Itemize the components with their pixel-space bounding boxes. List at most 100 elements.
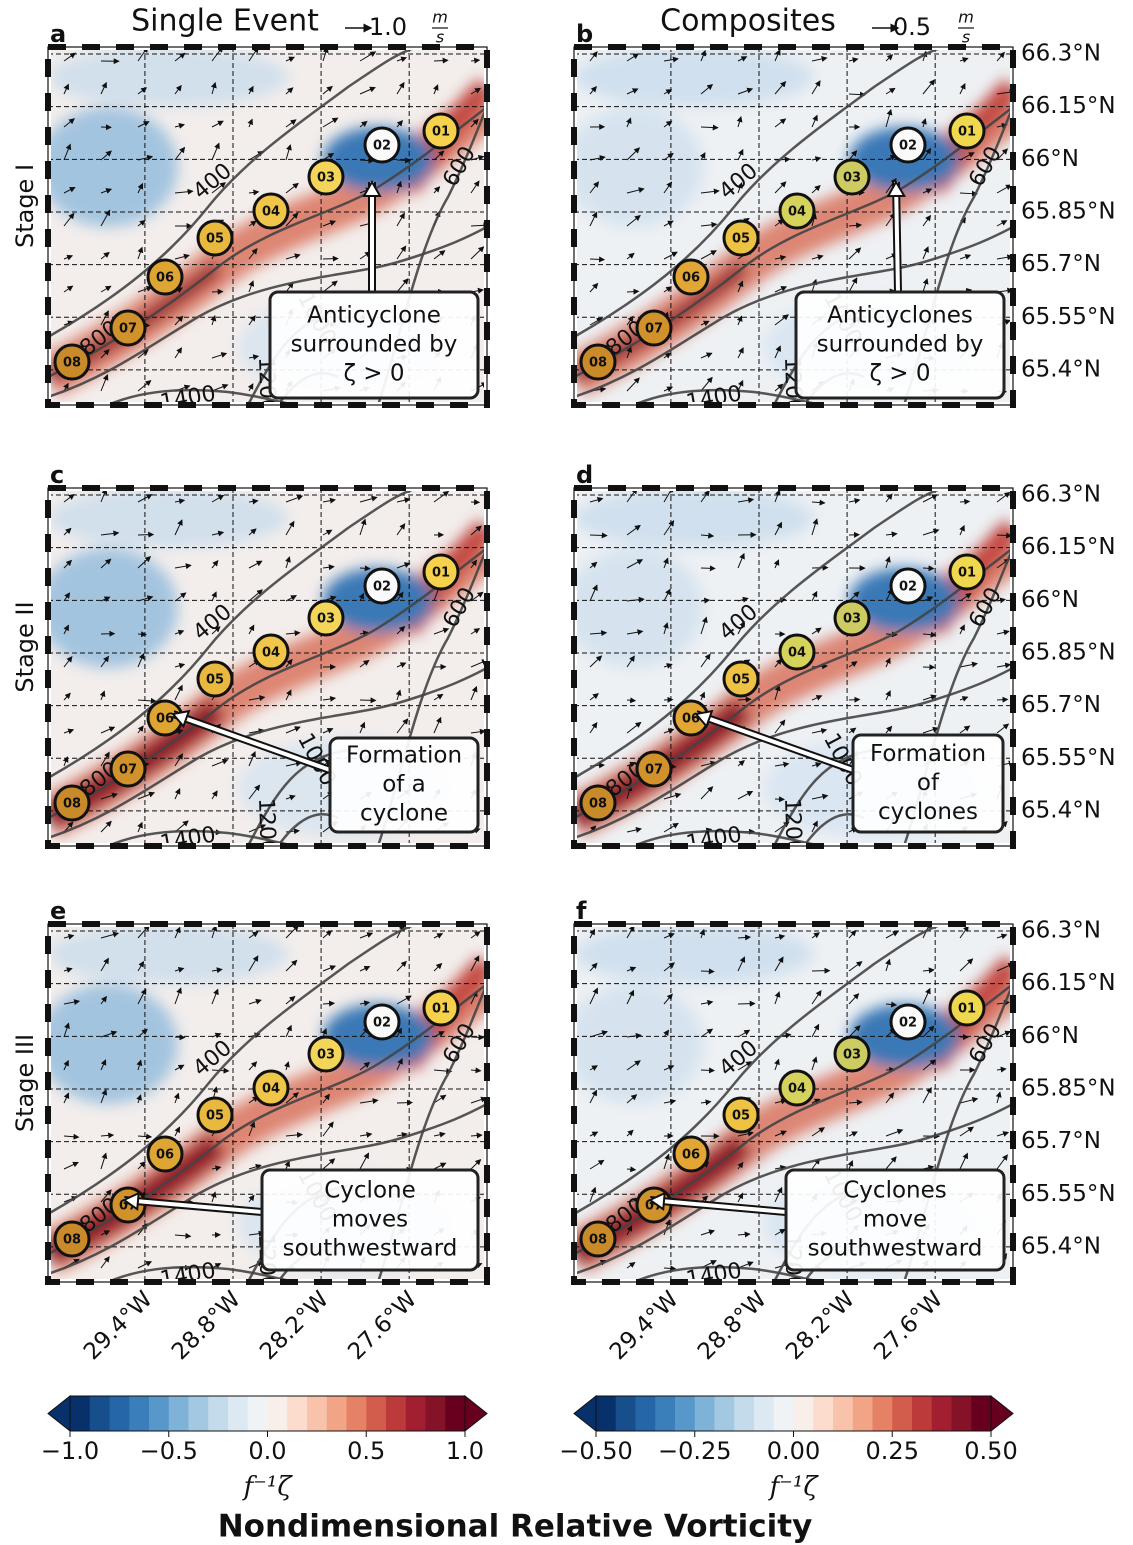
velocity-arrow [322,1093,330,1104]
colorbar-swatch [912,1396,933,1431]
colorbar-swatch [445,1396,466,1431]
velocity-arrow [63,527,72,536]
annotation-text: Formation [870,741,986,767]
annotation-arrowhead [647,1191,666,1212]
velocity-arrow [996,662,1012,669]
colorbar-swatch [386,1396,407,1431]
velocity-arrow [396,497,411,504]
station-marker [889,1003,927,1041]
velocity-arrow [626,989,635,1005]
station-label: 02 [373,1016,391,1031]
velocity-arrow [174,1126,180,1137]
colorbar-swatch [635,1396,656,1431]
velocity-arrow [700,597,711,604]
velocity-arrow [811,114,818,128]
velocity-arrow [322,695,337,702]
velocity-arrow [137,246,144,260]
velocity-arrow [136,1059,143,1071]
colorbar-extend [47,1394,71,1433]
velocity-arrow [433,1162,447,1170]
velocity-arrow [922,246,929,260]
velocity-arrow [248,624,255,635]
velocity-arrow [100,957,109,972]
velocity-arrow [284,1160,291,1170]
velocity-arrow [396,278,409,293]
velocity-arrow [396,157,412,164]
velocity-arrow [848,929,857,939]
velocity-arrow [63,559,73,569]
annotation-box [260,1168,480,1272]
colorbar-swatch [425,1396,446,1431]
velocity-arrow [247,118,253,128]
negative-vorticity [574,924,814,984]
velocity-arrow [663,120,673,128]
colorbar-swatch [287,1396,308,1431]
velocity-arrow [285,1024,292,1038]
velocity-arrow [100,820,112,833]
velocity-arrow [359,51,377,62]
velocity-arrow [774,934,786,940]
depth-contour [48,1102,487,1276]
velocity-arrow [248,751,256,767]
depth-contour [574,225,1013,399]
velocity-arrow [211,142,220,161]
velocity-arrow [100,596,111,602]
velocity-arrow [626,1060,641,1071]
velocity-arrow [100,792,118,800]
velocity-arrow [848,993,860,1005]
annotation-text: southwestward [283,1236,458,1262]
velocity-arrow [885,108,893,128]
velocity-arrow [922,147,932,161]
negative-vorticity [574,488,814,548]
colorbar-tick-label: 0.0 [248,1437,286,1465]
velocity-arrow [811,56,828,62]
velocity-arrow [737,347,744,359]
velocity-arrow [959,925,969,939]
colorbar-swatch [773,1396,794,1431]
velocity-arrow [922,278,929,293]
velocity-arrow [100,726,116,734]
station-marker [422,112,460,150]
annotation-text: cyclones [878,799,978,825]
key-unit: s [962,28,970,47]
velocity-arrow [174,84,182,95]
colorbar-swatch [833,1396,854,1431]
velocity-arrow [959,190,978,197]
velocity-arrow [137,821,143,833]
velocity-arrow [174,753,184,767]
station-marker [196,219,234,257]
velocity-arrow [959,696,969,702]
station-marker [833,599,871,637]
velocity-arrow [285,556,291,569]
velocity-arrow [737,760,745,767]
velocity-arrow [663,993,673,1005]
velocity-arrow [737,620,745,635]
velocity-arrow [285,995,296,1005]
velocity-arrow [663,1098,677,1105]
velocity-arrow [811,590,818,602]
velocity-arrow [321,1028,328,1038]
station-label: 07 [119,763,137,778]
figure-title: Nondimensional Relative Vorticity [218,1509,813,1545]
velocity-arrow [626,655,635,668]
velocity-arrow [848,727,857,734]
velocity-arrow [100,1030,118,1038]
velocity-arrow [774,383,784,392]
velocity-arrow [396,1132,408,1138]
velocity-arrow [959,57,969,63]
velocity-arrow [774,1164,787,1171]
velocity-arrow [322,117,339,128]
velocity-arrow [811,80,821,95]
velocity-arrow [922,528,940,536]
lon-tick-label: 28.2°W [255,1286,334,1365]
velocity-arrow [885,958,891,972]
velocity-arrow [433,250,446,260]
velocity-arrow [626,252,635,260]
velocity-arrow [700,1229,715,1236]
velocity-arrow [996,148,1008,161]
velocity-arrow [737,1161,744,1170]
velocity-arrow [589,1186,597,1203]
velocity-arrow [959,1152,968,1170]
contour-label: 1200 [779,798,806,855]
velocity-arrow [922,79,935,95]
